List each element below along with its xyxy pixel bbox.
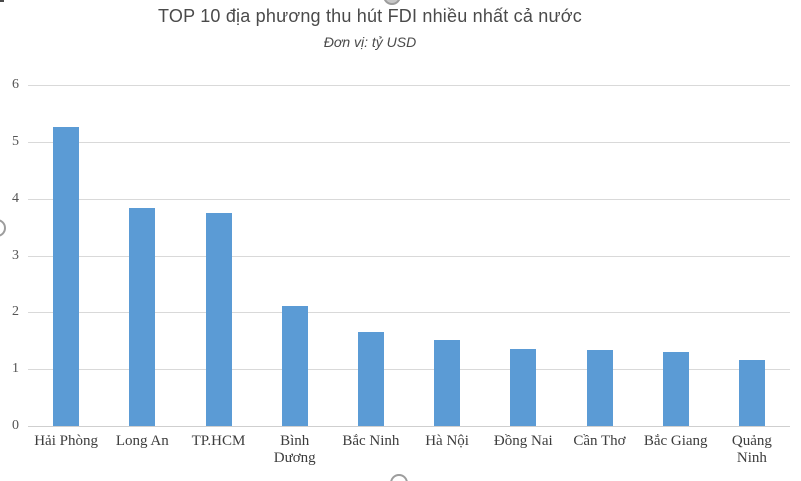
- bar[interactable]: [357, 331, 384, 426]
- x-axis-tick-label: Bắc Ninh: [342, 433, 400, 449]
- y-axis-tick-label: 1: [12, 361, 19, 377]
- x-axis-tick-label: Bình Dương: [273, 433, 316, 466]
- gridline: [28, 85, 790, 86]
- gridline: [28, 369, 790, 371]
- bar[interactable]: [205, 213, 232, 426]
- y-axis-tick-label: 3: [12, 247, 19, 263]
- bar[interactable]: [434, 339, 461, 426]
- x-axis-tick-label: Đồng Nai: [493, 433, 553, 449]
- x-axis-tick-label: Bắc Giang: [643, 433, 708, 449]
- gridline: [28, 312, 790, 314]
- x-axis-tick-label: Quảng Ninh: [731, 433, 772, 466]
- y-axis-tick-label: 5: [12, 133, 19, 149]
- y-axis-tick-label: 0: [12, 418, 19, 433]
- x-axis-tick-label: TP.HCM: [191, 433, 246, 449]
- resize-handle-left-icon[interactable]: [0, 219, 6, 237]
- bar[interactable]: [53, 127, 80, 426]
- x-axis-tick-label: Cần Thơ: [573, 433, 626, 449]
- gridline: [28, 255, 790, 257]
- y-axis-tick-label: 2: [12, 304, 19, 320]
- x-axis-tick-label: Hà Nội: [425, 433, 469, 449]
- gridline: [28, 426, 790, 427]
- y-axis-tick-label: 6: [12, 77, 19, 92]
- bar[interactable]: [662, 351, 689, 426]
- plot-area: [28, 85, 790, 427]
- chart-subtitle: Đơn vị: tỷ USD: [323, 34, 417, 50]
- gridline: [28, 198, 790, 200]
- y-axis-tick-label: 4: [12, 190, 19, 206]
- bar[interactable]: [510, 348, 537, 426]
- x-axis-tick-label: Long An: [115, 433, 169, 449]
- gridline: [28, 141, 790, 143]
- x-axis-tick-label: Hải Phòng: [34, 433, 98, 449]
- screen-corner-artifact: [0, 0, 4, 2]
- chart-title: TOP 10 địa phương thu hút FDI nhiều nhất…: [158, 6, 582, 26]
- resize-handle-top-icon[interactable]: [383, 0, 401, 5]
- bar[interactable]: [281, 305, 308, 426]
- bar[interactable]: [129, 207, 156, 426]
- bar[interactable]: [586, 349, 613, 426]
- bar[interactable]: [738, 360, 765, 426]
- resize-handle-bottom-icon[interactable]: [390, 474, 408, 481]
